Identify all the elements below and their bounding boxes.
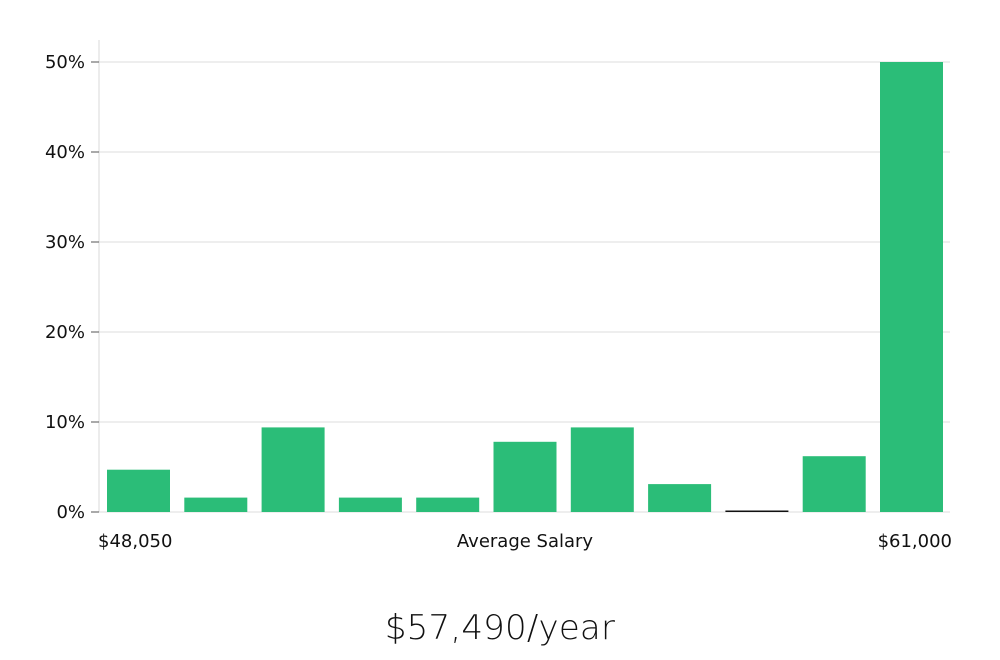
histogram-bar — [648, 484, 712, 512]
x-min-label: $48,050 — [98, 531, 172, 552]
y-axis-ticks: 0% 10% 20% 30% 40% 50% — [45, 52, 99, 523]
salary-histogram: 0% 10% 20% 30% 40% 50% $48,050 Average Salary… — [45, 40, 952, 552]
histogram-bar — [107, 469, 170, 512]
average-salary-caption: $57,490/year — [384, 608, 616, 648]
histogram-bar — [725, 510, 789, 512]
histogram-bar — [880, 62, 943, 512]
histogram-bar — [338, 497, 402, 512]
histogram-bar — [416, 497, 480, 512]
histogram-bar — [570, 427, 634, 512]
histogram-bar — [802, 456, 866, 512]
histogram-bar — [493, 441, 557, 512]
y-tick-label: 50% — [45, 52, 85, 73]
y-tick-label: 0% — [56, 502, 85, 523]
x-max-label: $61,000 — [878, 531, 952, 552]
histogram-bar — [184, 497, 248, 512]
y-tick-label: 30% — [45, 232, 85, 253]
y-tick-label: 10% — [45, 412, 85, 433]
y-tick-label: 20% — [45, 322, 85, 343]
bars — [107, 62, 943, 512]
y-tick-label: 40% — [45, 142, 85, 163]
x-axis-title: Average Salary — [457, 531, 594, 552]
histogram-bar — [261, 427, 325, 512]
